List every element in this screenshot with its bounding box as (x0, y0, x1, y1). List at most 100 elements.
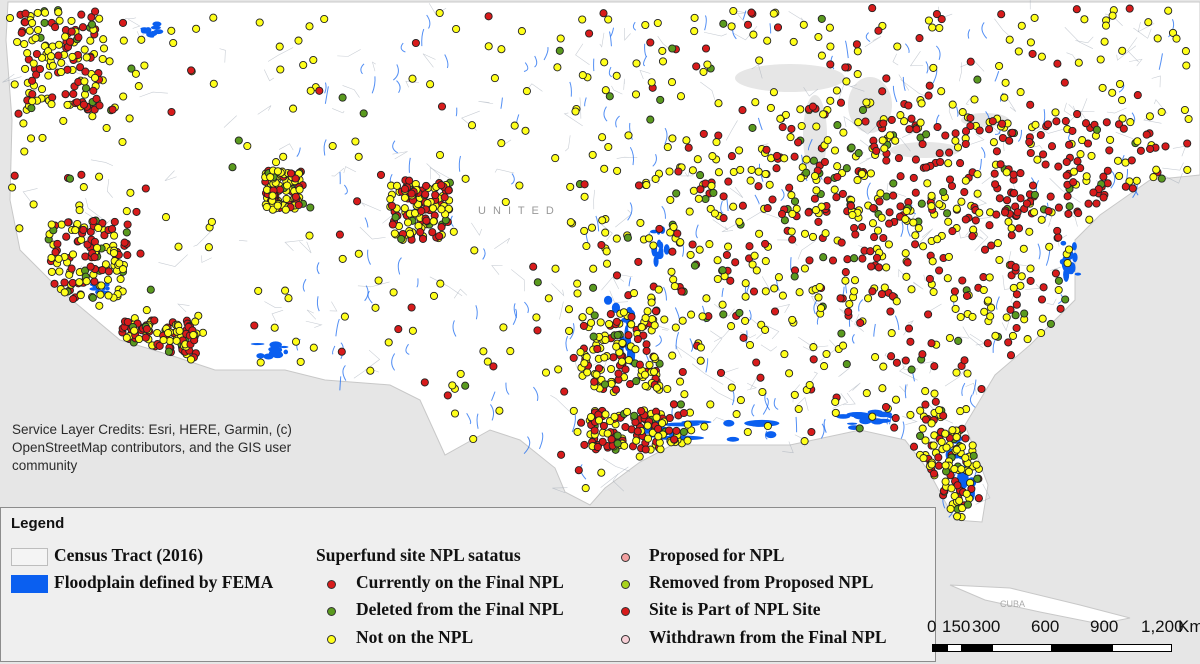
superfund-site-marker (727, 22, 736, 31)
floodplain-stream (935, 45, 941, 60)
superfund-site-marker (1004, 338, 1013, 347)
superfund-site-marker (1125, 4, 1134, 13)
superfund-site-marker (1092, 125, 1102, 134)
superfund-site-marker (663, 384, 672, 394)
floodplain-stream (335, 318, 340, 337)
superfund-site-marker (652, 383, 661, 392)
superfund-site-marker (533, 326, 542, 335)
superfund-site-marker (204, 243, 213, 252)
superfund-site-marker (837, 238, 846, 247)
tract-boundary (616, 156, 638, 159)
superfund-site-marker (821, 229, 830, 238)
superfund-site-marker (118, 18, 128, 27)
superfund-site-marker (880, 144, 889, 153)
superfund-site-marker (647, 298, 656, 307)
tract-boundary (284, 239, 304, 251)
superfund-site-marker (320, 14, 329, 24)
superfund-site-marker (67, 264, 76, 273)
superfund-site-marker (47, 52, 56, 61)
floodplain-area (846, 422, 858, 425)
floodplain-area (603, 295, 613, 305)
tract-boundary (615, 209, 633, 228)
superfund-site-marker (951, 136, 960, 145)
tract-boundary (1001, 316, 1011, 332)
superfund-site-marker (623, 233, 632, 242)
superfund-site-marker (566, 182, 575, 191)
floodplain-stream (894, 315, 900, 330)
superfund-site-marker (995, 255, 1004, 265)
superfund-site-marker (137, 35, 146, 44)
superfund-site-marker (906, 337, 915, 346)
floodplain-stream (866, 182, 871, 200)
superfund-site-marker (1181, 47, 1190, 56)
superfund-site-marker (621, 422, 630, 432)
tract-boundary (721, 221, 741, 233)
superfund-site-marker (807, 427, 816, 437)
superfund-site-marker (927, 339, 936, 348)
scale-segment-2 (947, 644, 962, 652)
superfund-site-marker (632, 59, 641, 68)
superfund-site-marker (933, 235, 942, 244)
floodplain-stream (610, 27, 615, 37)
superfund-site-marker (600, 380, 610, 389)
floodplain-stream (900, 222, 904, 238)
superfund-site-marker (1085, 215, 1094, 224)
tract-boundary (565, 135, 571, 152)
superfund-site-marker (769, 9, 778, 18)
tract-boundary (575, 43, 590, 66)
superfund-site-marker (805, 256, 814, 265)
superfund-site-marker (846, 201, 856, 210)
superfund-site-marker (1099, 172, 1108, 181)
tract-boundary (600, 466, 629, 488)
superfund-site-marker (678, 367, 687, 377)
superfund-site-marker (668, 134, 677, 143)
superfund-site-marker (738, 106, 747, 115)
superfund-site-marker (444, 186, 453, 195)
superfund-site-marker (961, 453, 970, 462)
superfund-site-marker (435, 8, 444, 18)
floodplain-stream (652, 154, 657, 167)
superfund-site-marker (800, 229, 810, 238)
superfund-site-marker (108, 224, 117, 234)
superfund-site-marker (839, 128, 848, 137)
superfund-site-marker (735, 308, 744, 317)
superfund-site-marker (50, 279, 59, 288)
superfund-site-marker (1099, 193, 1108, 202)
tract-boundary (725, 120, 738, 141)
superfund-site-marker (175, 326, 184, 335)
superfund-site-marker (601, 410, 610, 419)
scale-segment-3 (962, 644, 992, 652)
floodplain-stream (584, 97, 587, 107)
superfund-site-marker (961, 215, 970, 224)
floodplain-stream (873, 323, 876, 337)
superfund-site-marker (914, 224, 923, 233)
superfund-site-marker (1019, 244, 1028, 253)
floodplain-area (256, 353, 265, 359)
tract-boundary (331, 167, 345, 177)
superfund-site-marker (1028, 49, 1037, 58)
superfund-site-marker (814, 293, 823, 302)
superfund-site-marker (754, 182, 763, 191)
tract-boundary (899, 366, 918, 381)
superfund-site-marker (810, 194, 819, 203)
superfund-site-marker (881, 402, 891, 412)
superfund-site-marker (606, 310, 615, 319)
superfund-site-marker (448, 381, 457, 390)
superfund-site-marker (1183, 139, 1192, 148)
cuba-island (949, 584, 1131, 625)
superfund-site-marker (1016, 194, 1025, 203)
superfund-site-marker (98, 54, 107, 64)
superfund-site-marker (980, 307, 989, 316)
tract-boundary (164, 170, 177, 182)
superfund-site-marker (658, 46, 667, 55)
superfund-site-marker (426, 80, 435, 89)
superfund-site-marker (294, 200, 303, 210)
tract-boundary (343, 166, 357, 174)
superfund-site-marker (951, 304, 960, 313)
superfund-site-marker (596, 318, 605, 327)
tract-boundary (1151, 75, 1161, 88)
superfund-site-marker (593, 442, 602, 452)
superfund-site-marker (921, 415, 930, 424)
